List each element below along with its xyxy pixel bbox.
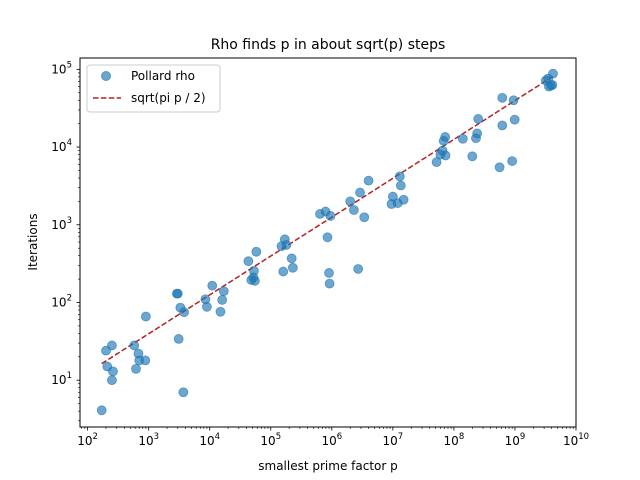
data-point bbox=[508, 95, 519, 106]
data-point bbox=[353, 264, 364, 274]
data-point bbox=[243, 256, 254, 267]
data-point bbox=[217, 294, 228, 305]
data-point bbox=[355, 187, 365, 198]
plot-frame bbox=[79, 57, 577, 428]
chart-title: Rho finds p in about sqrt(p) steps bbox=[211, 37, 446, 53]
scatter-points-layer bbox=[96, 68, 558, 416]
y-tick-label: 101 bbox=[51, 371, 72, 387]
data-point bbox=[178, 387, 189, 398]
data-point bbox=[108, 366, 118, 377]
x-tick-label: 104 bbox=[199, 432, 220, 448]
data-point bbox=[363, 175, 374, 186]
y-tick-label: 103 bbox=[51, 216, 72, 232]
legend-marker-pollard-rho bbox=[101, 71, 111, 81]
data-point bbox=[140, 311, 151, 322]
data-point bbox=[345, 196, 356, 207]
data-point bbox=[387, 191, 398, 202]
data-point bbox=[286, 253, 297, 264]
data-point bbox=[140, 355, 151, 366]
data-point bbox=[107, 375, 117, 386]
data-point bbox=[281, 240, 292, 250]
data-point bbox=[325, 211, 336, 221]
data-point bbox=[547, 80, 558, 90]
data-point bbox=[131, 363, 141, 374]
data-point bbox=[494, 162, 505, 173]
data-point bbox=[497, 120, 508, 131]
data-point bbox=[395, 180, 406, 191]
data-point bbox=[207, 280, 218, 291]
data-point bbox=[440, 132, 451, 142]
x-tick-label: 107 bbox=[383, 432, 404, 448]
data-point bbox=[348, 205, 359, 215]
data-point bbox=[249, 265, 259, 276]
data-point bbox=[287, 262, 298, 273]
legend: Pollard rho sqrt(pi p / 2) bbox=[86, 64, 221, 113]
data-point bbox=[467, 151, 478, 162]
legend-label-sqrt-fit: sqrt(pi p / 2) bbox=[131, 91, 206, 105]
data-point bbox=[548, 68, 558, 79]
data-point bbox=[398, 194, 409, 205]
data-point bbox=[278, 266, 289, 277]
x-tick-label: 109 bbox=[505, 432, 526, 448]
data-point bbox=[457, 133, 468, 144]
y-axis-label: Iterations bbox=[26, 213, 40, 270]
data-point bbox=[324, 278, 335, 289]
data-point bbox=[394, 171, 405, 182]
fit-line-layer bbox=[101, 75, 554, 365]
data-point bbox=[497, 92, 508, 103]
data-point bbox=[507, 156, 518, 166]
data-point bbox=[251, 246, 262, 257]
x-tick-label: 106 bbox=[321, 432, 342, 448]
y-tick-label: 102 bbox=[51, 293, 72, 309]
data-point bbox=[509, 114, 520, 125]
data-point bbox=[472, 128, 483, 139]
y-axis-ticks: 101 102 103 104 105 bbox=[51, 60, 80, 422]
data-point bbox=[324, 268, 334, 278]
y-tick-label: 105 bbox=[51, 60, 72, 76]
data-point bbox=[173, 334, 184, 344]
data-point bbox=[359, 212, 370, 223]
legend-box bbox=[86, 64, 221, 113]
data-point bbox=[107, 340, 117, 351]
data-point bbox=[473, 114, 484, 124]
data-point bbox=[218, 286, 229, 297]
x-tick-label: 105 bbox=[260, 432, 281, 448]
y-tick-label: 104 bbox=[51, 138, 72, 154]
data-point bbox=[96, 405, 107, 416]
data-point bbox=[322, 232, 333, 243]
data-point bbox=[250, 275, 260, 286]
fit-line bbox=[101, 75, 554, 365]
data-point bbox=[202, 301, 212, 312]
data-point bbox=[215, 306, 226, 317]
data-point bbox=[179, 307, 189, 318]
x-axis-ticks: 102 103 104 105 106 107 108 109 1010 bbox=[77, 427, 589, 448]
data-point bbox=[440, 150, 451, 161]
data-point bbox=[172, 288, 183, 299]
x-tick-label: 108 bbox=[444, 432, 465, 448]
x-axis-label: smallest prime factor p bbox=[258, 459, 397, 473]
x-tick-label: 1010 bbox=[563, 432, 589, 448]
x-tick-label: 102 bbox=[77, 432, 98, 448]
data-point bbox=[129, 340, 140, 351]
legend-label-pollard-rho: Pollard rho bbox=[131, 69, 195, 83]
x-tick-label: 103 bbox=[138, 432, 159, 448]
